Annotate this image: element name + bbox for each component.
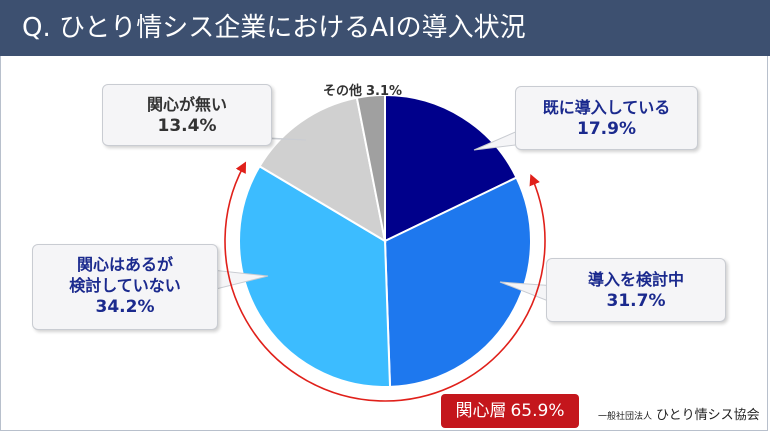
title-bar: Q. ひとり情シス企業におけるAIの導入状況 xyxy=(0,0,770,56)
callout-adopted: 既に導入している 17.9% xyxy=(515,86,698,150)
callout-not-interested: 関心が無い 13.4% xyxy=(102,84,272,146)
callout-considering: 導入を検討中 31.7% xyxy=(546,258,726,322)
interest-layer-badge: 関心層 65.9% xyxy=(441,394,579,428)
slice-interested xyxy=(238,164,392,388)
organization-credit: 一般社団法人 ひとり情シス協会 xyxy=(598,408,760,423)
slice-considering xyxy=(383,176,532,388)
page-title: Q. ひとり情シス企業におけるAIの導入状況 xyxy=(22,13,526,43)
slice-label-other: その他 3.1% xyxy=(323,84,403,99)
callout-interested: 関心はあるが 検討していない 34.2% xyxy=(32,244,218,330)
interest-arc xyxy=(224,161,546,402)
